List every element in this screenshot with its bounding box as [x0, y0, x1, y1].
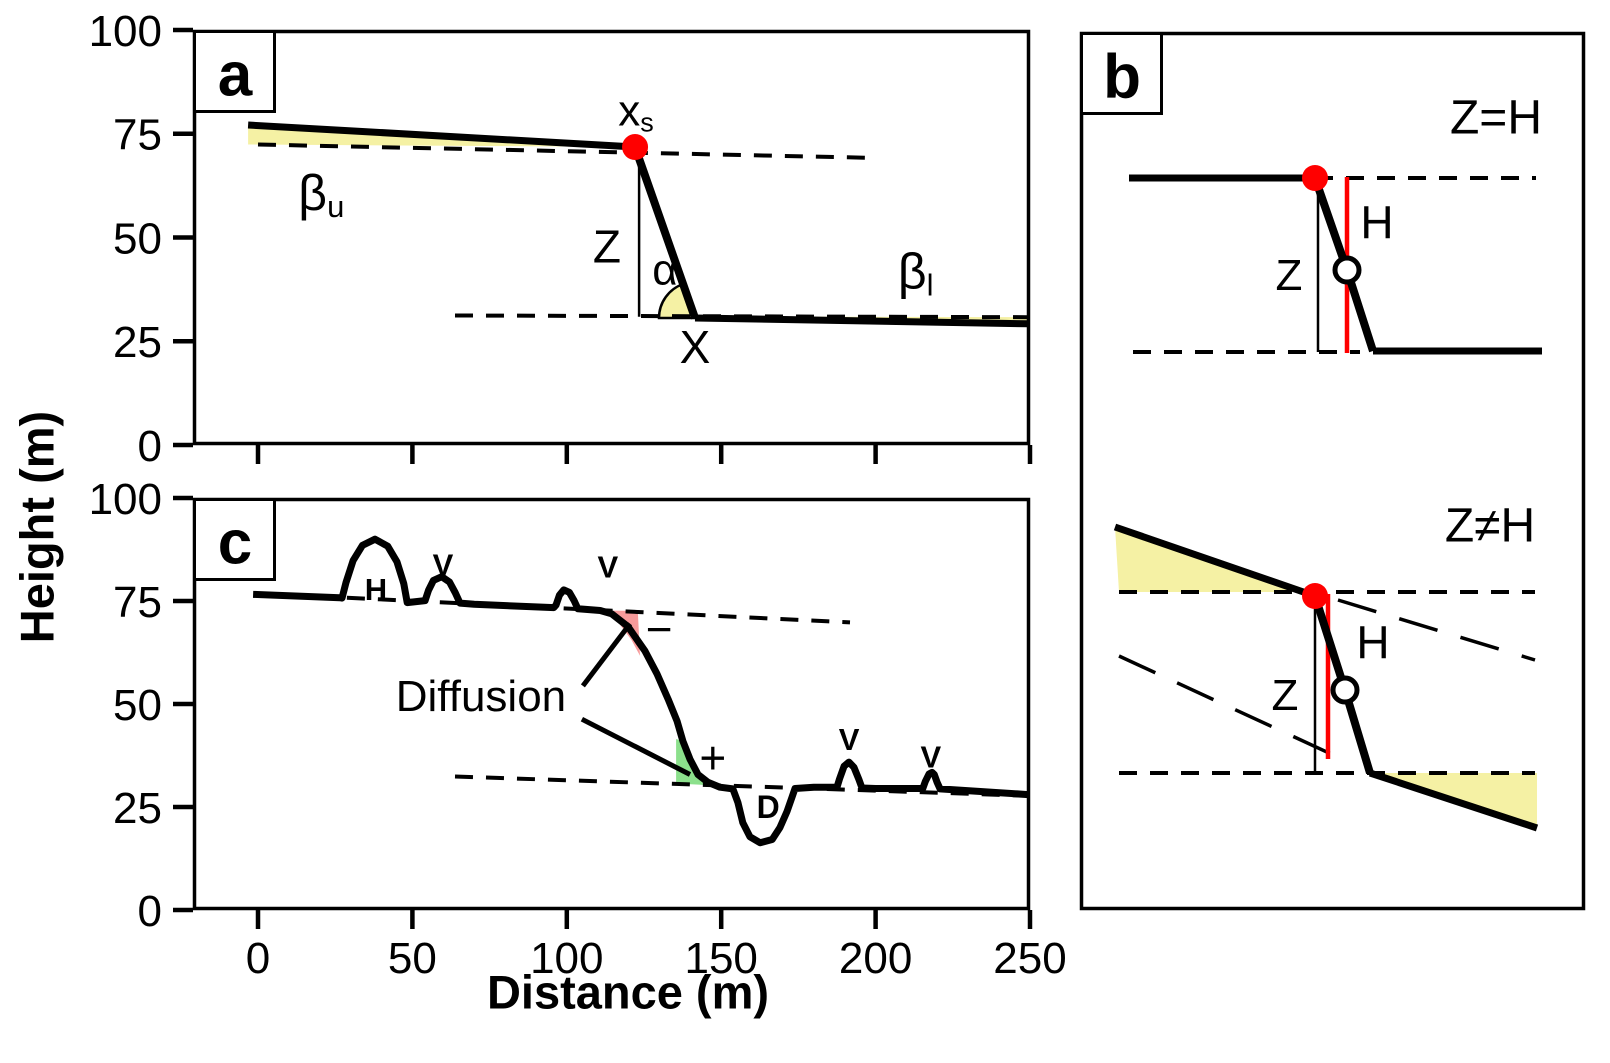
lower-slope-projection-zneqh	[1118, 654, 1343, 761]
crest-point	[622, 134, 649, 161]
label-z-zeqh: Z	[1276, 251, 1303, 300]
diffusion-pointer-upper	[580, 622, 633, 688]
y-tick-label: 100	[89, 475, 162, 524]
lower-projection-dashed	[454, 774, 1021, 798]
y-tick-label: 0	[138, 887, 162, 936]
midpoint-marker-zeqh	[1332, 255, 1362, 285]
x-axis-title: Distance (m)	[486, 965, 770, 1019]
label-plus: +	[699, 732, 726, 784]
label-h-zneqh: H	[1356, 617, 1389, 669]
label-z-eq-h: Z=H	[1450, 91, 1542, 144]
y-tick-label: 0	[138, 422, 162, 471]
label-v-feature-4: V	[921, 739, 942, 774]
y-tick-label: 100	[89, 7, 162, 56]
upper-projection-dashed	[257, 142, 871, 160]
label-diffusion: Diffusion	[396, 672, 566, 721]
label-v-feature-1: V	[433, 547, 454, 582]
lower-surface-line	[694, 314, 1029, 328]
label-x: X	[680, 321, 711, 373]
y-tick-label: 75	[113, 578, 162, 627]
y-tick-label: 75	[113, 111, 162, 160]
y-tick-label: 25	[113, 784, 162, 833]
x-tick-label: 150	[684, 934, 757, 983]
deposition-area	[676, 739, 733, 789]
panel-frame	[192, 29, 1031, 446]
x-tick-label: 250	[993, 934, 1066, 983]
label-xs: xs	[618, 87, 654, 138]
crest-point-zeqh	[1302, 165, 1328, 191]
panel-letter-box	[193, 498, 276, 581]
panel-frame	[192, 497, 1031, 911]
panel-letter-box	[193, 30, 276, 113]
erosion-area	[600, 610, 640, 656]
upper-slope-projection-zneqh	[1337, 598, 1536, 662]
y-axis-title: Height (m)	[10, 410, 64, 644]
x-tick-label: 200	[839, 934, 912, 983]
label-v-feature-3: V	[839, 722, 860, 757]
y-tick-label: 50	[113, 681, 162, 730]
label-beta-lower: βl	[898, 244, 934, 303]
panel-letter: b	[1103, 42, 1141, 111]
label-z: Z	[593, 220, 621, 272]
x-tick-label: 50	[388, 934, 437, 983]
upper-surface-line	[247, 121, 636, 151]
panel-b-canvas: Z=H H Z Z≠H H Zb	[1079, 31, 1586, 911]
surface-profile	[252, 535, 1029, 847]
label-h-feature: H	[365, 572, 387, 607]
midpoint-marker-zneqh	[1330, 675, 1360, 705]
label-v-feature-2: V	[598, 550, 619, 585]
y-tick-label: 50	[113, 214, 162, 263]
y-tick-label: 25	[113, 318, 162, 367]
lower-surface-zneqh	[1368, 769, 1539, 832]
scarp-face-line	[631, 145, 699, 320]
label-h-zeqh: H	[1360, 197, 1393, 249]
label-z-zneqh: Z	[1272, 671, 1299, 720]
panel-letter: c	[218, 508, 252, 577]
panel-frame	[1079, 31, 1586, 911]
label-alpha: α	[652, 245, 677, 294]
upper-surface-zneqh	[1113, 523, 1317, 600]
label-z-neq-h: Z≠H	[1445, 499, 1535, 552]
x-tick-label: 0	[246, 934, 270, 983]
label-d-feature: D	[757, 789, 780, 825]
diffusion-pointer-lower	[580, 716, 692, 777]
label-beta-upper: βu	[298, 165, 344, 224]
label-minus: −	[646, 603, 673, 655]
crest-point-zneqh	[1302, 583, 1328, 609]
panel-letter-box	[1080, 32, 1163, 115]
panel-letter: a	[218, 40, 253, 109]
x-tick-label: 100	[530, 934, 603, 983]
